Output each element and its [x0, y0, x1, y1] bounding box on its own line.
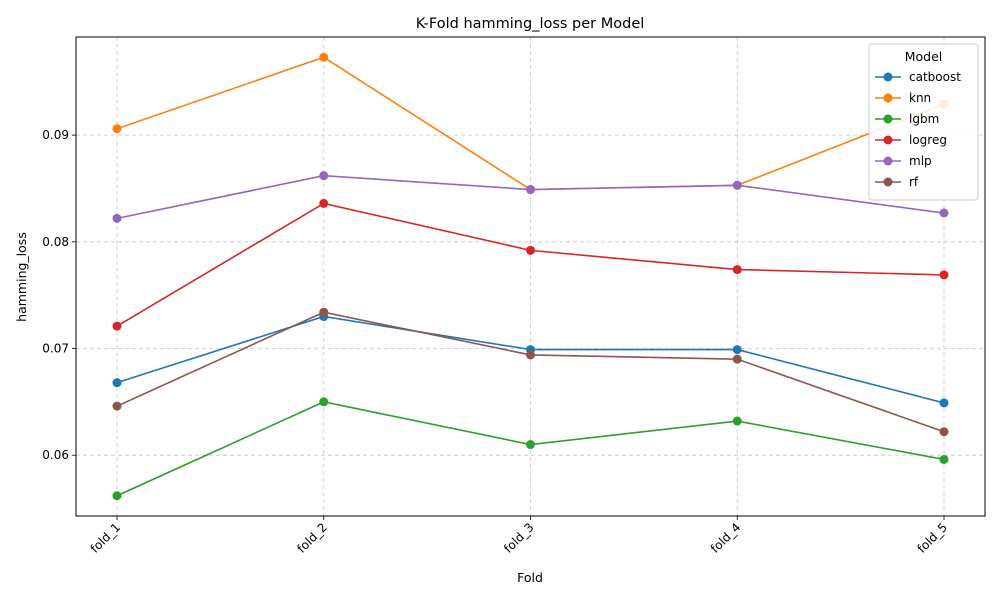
x-tick-label: fold_2: [294, 520, 329, 555]
legend-item-rf: rf: [875, 175, 919, 189]
data-point-rf: [939, 427, 949, 437]
series-lgbm: [112, 397, 949, 501]
series-group: [112, 52, 949, 501]
y-tick-label: 0.07: [42, 342, 69, 356]
data-point-rf: [526, 350, 535, 360]
y-tick-label: 0.06: [42, 448, 69, 462]
data-point-mlp: [112, 213, 122, 223]
legend-swatch-marker: [883, 156, 893, 166]
data-point-logreg: [112, 321, 122, 331]
chart-title: K-Fold hamming_loss per Model: [416, 16, 645, 32]
data-point-lgbm: [526, 440, 535, 450]
legend-label: catboost: [909, 70, 961, 84]
legend-item-mlp: mlp: [875, 154, 932, 168]
data-point-knn: [319, 52, 329, 62]
series-rf: [112, 307, 949, 437]
legend-label: lgbm: [909, 112, 939, 126]
data-point-lgbm: [319, 397, 329, 407]
series-logreg: [112, 198, 949, 331]
legend: Model catboost knn lgbm logreg mlp rf: [868, 43, 979, 201]
legend-swatch-marker: [883, 177, 893, 187]
data-point-mlp: [319, 171, 329, 181]
legend-swatch-marker: [883, 72, 893, 82]
data-point-catboost: [939, 398, 949, 408]
legend-swatch-marker: [883, 135, 893, 145]
legend-item-knn: knn: [875, 91, 931, 105]
y-axis-label: hamming_loss: [14, 232, 29, 322]
data-point-mlp: [939, 208, 949, 218]
y-tick-label: 0.08: [42, 235, 69, 249]
x-tick-label: fold_5: [915, 520, 950, 555]
data-point-mlp: [732, 180, 742, 190]
x-tick-label: fold_1: [88, 520, 123, 555]
data-point-knn: [112, 124, 122, 134]
series-line-rf: [116, 311, 945, 433]
data-point-logreg: [526, 245, 535, 255]
data-point-lgbm: [112, 491, 122, 501]
legend-swatch-marker: [883, 114, 893, 124]
legend-label: knn: [909, 91, 931, 105]
data-point-lgbm: [939, 454, 949, 464]
legend-item-logreg: logreg: [875, 133, 947, 147]
data-point-logreg: [939, 270, 949, 280]
x-tick-label: fold_4: [708, 520, 743, 555]
data-point-mlp: [526, 185, 535, 195]
legend-item-catboost: catboost: [875, 70, 961, 84]
legend-label: rf: [909, 175, 919, 189]
data-point-lgbm: [732, 416, 742, 426]
legend-title: Model: [905, 49, 943, 64]
y-axis: 0.06 0.07 0.08 0.09: [42, 128, 76, 462]
legend-swatch-marker: [883, 93, 893, 103]
x-tick-label: fold_3: [501, 520, 536, 555]
y-tick-label: 0.09: [42, 128, 69, 142]
series-line-mlp: [116, 174, 945, 220]
data-point-logreg: [319, 198, 329, 208]
data-point-catboost: [732, 345, 742, 355]
x-axis-label: Fold: [517, 570, 543, 585]
data-point-catboost: [112, 378, 122, 388]
data-point-rf: [112, 401, 122, 411]
x-axis: fold_1 fold_2 fold_3 fold_4 fold_5: [88, 516, 950, 556]
series-mlp: [112, 171, 949, 223]
data-point-rf: [319, 307, 329, 317]
data-point-rf: [732, 354, 742, 364]
data-point-logreg: [732, 265, 742, 275]
legend-label: mlp: [909, 154, 932, 168]
legend-label: logreg: [909, 133, 947, 147]
legend-item-lgbm: lgbm: [875, 112, 939, 126]
